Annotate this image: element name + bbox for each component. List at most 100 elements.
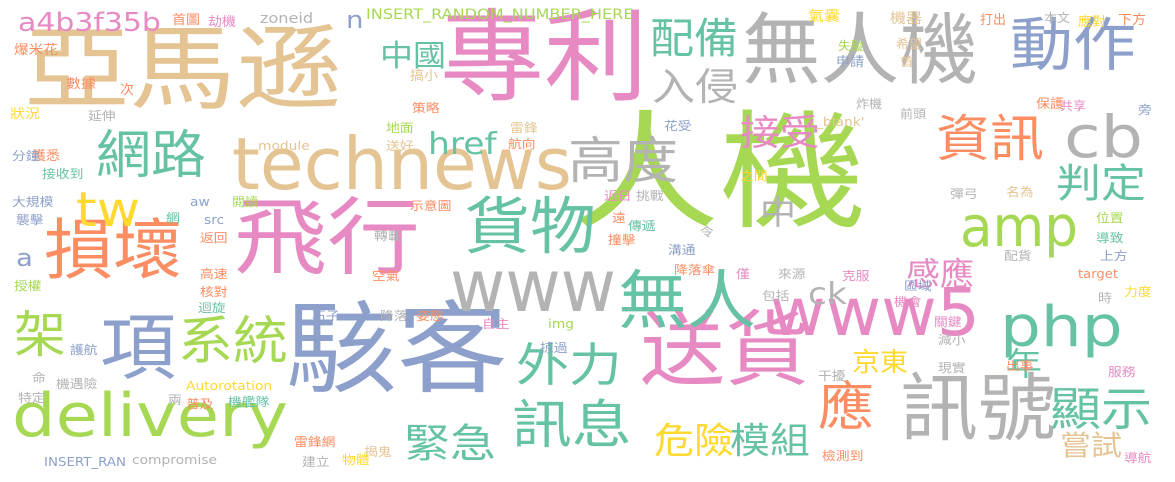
cloud-word: 入侵 (652, 65, 738, 109)
cloud-word: 轉載 (374, 229, 402, 243)
cloud-word: 雷鋒 (510, 121, 538, 135)
cloud-word: target (1078, 267, 1118, 281)
cloud-word: 訊息 (512, 396, 632, 456)
cloud-word: 駭客 (286, 291, 508, 408)
cloud-word: 雷鋒網 (294, 435, 336, 449)
cloud-word: 接收到 (42, 167, 84, 181)
cloud-word: img (548, 317, 574, 331)
cloud-word: 力度 (1124, 285, 1152, 299)
cloud-word: 姿態 (416, 309, 444, 323)
cloud-word: 保護 (1036, 97, 1064, 112)
cloud-word: 掠過 (540, 341, 568, 355)
cloud-word: 接受 (740, 113, 820, 154)
cloud-word: 特定 (18, 391, 46, 405)
cloud-word: 打出 (980, 13, 1006, 28)
cloud-word: 僅 (736, 267, 750, 281)
cloud-word: 機器 (890, 11, 922, 27)
cloud-word: 架 (14, 306, 66, 364)
cloud-word: 石子 (312, 309, 340, 323)
cloud-word: amp (960, 195, 1078, 260)
cloud-word: aw (190, 195, 210, 209)
cloud-word: 普及 (186, 397, 214, 411)
cloud-word: 數據 (66, 77, 96, 92)
cloud-word: 機遇險 (56, 377, 98, 391)
cloud-word: 護航 (70, 343, 98, 357)
cloud-word: 令 (700, 225, 714, 239)
cloud-word: a4b3f35b (18, 8, 161, 38)
cloud-word: 貨物 (464, 190, 596, 263)
cloud-word: 策略 (412, 101, 440, 115)
cloud-word: 兩 (168, 393, 182, 407)
cloud-word: zoneid (260, 11, 314, 27)
cloud-word: 網路 (96, 126, 206, 186)
cloud-word: technews (232, 122, 572, 206)
cloud-word: 項 (100, 306, 176, 390)
cloud-word: 上方 (1100, 249, 1128, 263)
cloud-word: 挑戰 (636, 189, 664, 203)
cloud-word: 現實 (938, 361, 966, 375)
cloud-word: 京東 (852, 348, 908, 378)
cloud-word: 感應 (906, 255, 974, 293)
cloud-word: 之間 (740, 169, 768, 183)
cloud-word: 地面 (386, 121, 414, 135)
cloud-word: 年 (1006, 345, 1042, 383)
cloud-word: 訊號 (900, 366, 1056, 452)
cloud-word: 高度 (568, 132, 678, 190)
cloud-word: 本文 (1044, 11, 1070, 25)
cloud-word: 次 (120, 83, 134, 98)
cloud-word: 危險 (654, 421, 734, 462)
cloud-word: 劫機 (208, 15, 236, 30)
cloud-word: 失蹤 (838, 39, 864, 53)
cloud-word: 旁 (1138, 103, 1152, 117)
cloud-word: www (450, 244, 616, 328)
cloud-word: 無人 (618, 265, 756, 339)
cloud-word: href (428, 127, 497, 162)
cloud-word: 配備 (650, 14, 738, 63)
cloud-word: 網 (166, 211, 180, 225)
cloud-word: 彈弓 (950, 187, 978, 201)
cloud-word: 航向 (508, 137, 536, 151)
cloud-word: 配貨 (1004, 249, 1032, 263)
cloud-word: 檢測到 (822, 449, 864, 463)
cloud-word: 亞馬遜 (24, 16, 342, 123)
cloud-word: 撞擊 (608, 233, 636, 247)
cloud-word: 送好 (386, 139, 414, 153)
cloud-word: 關鍵 (934, 315, 962, 329)
cloud-word: 模組 (730, 421, 810, 462)
cloud-word: 機艦隊 (228, 395, 270, 409)
cloud-word: delivery (12, 381, 288, 451)
cloud-word: 物體 (342, 453, 370, 467)
cloud-word: 中 (760, 193, 796, 233)
cloud-word: 判定 (1056, 161, 1146, 207)
cloud-word: 降落傘 (674, 263, 716, 277)
cloud-word: 首圖 (172, 13, 200, 28)
cloud-word: 應 (818, 378, 874, 438)
cloud-word: 延伸 (88, 109, 116, 123)
cloud-word: 人機 (572, 99, 867, 248)
cloud-word: 空氣 (372, 269, 400, 283)
cloud-word: 氣囊 (808, 9, 840, 25)
cloud-word: 返回 (200, 231, 228, 245)
cloud-word: tw (76, 182, 140, 238)
cloud-word: cb (1064, 103, 1144, 171)
cloud-word: 搞小 (410, 69, 438, 84)
cloud-word: www5 (770, 274, 980, 351)
cloud-word: php (1000, 295, 1123, 360)
cloud-word: 申請 (836, 55, 864, 70)
cloud-word: 希望 (896, 37, 922, 51)
cloud-word: 出事 (1006, 359, 1034, 373)
cloud-word: 外力 (516, 338, 622, 392)
cloud-word: 遠 (612, 211, 626, 225)
cloud-word: 專利 (440, 0, 648, 116)
cloud-word: 狀況 (10, 107, 40, 122)
cloud-word: 中國 (380, 39, 446, 74)
cloud-word: 來源 (778, 267, 806, 281)
cloud-word: n (346, 6, 364, 34)
cloud-word: 無人機 (742, 6, 978, 96)
cloud-word: _blank' (816, 115, 865, 129)
cloud-word: 緊急 (404, 421, 496, 467)
cloud-word: 包括 (762, 289, 790, 303)
cloud-word: 閱讀 (232, 195, 258, 209)
cloud-word: 顯示 (1050, 382, 1152, 436)
